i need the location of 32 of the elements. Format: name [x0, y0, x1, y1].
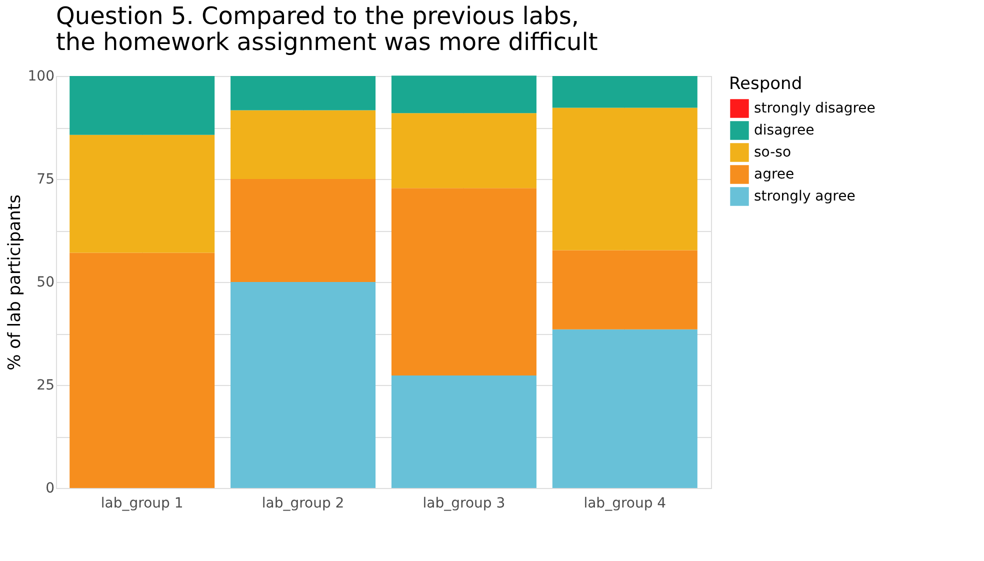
bar [70, 252, 215, 488]
y-tick-label: 75 [36, 172, 54, 188]
bar [70, 134, 215, 253]
bar [552, 108, 698, 250]
bar [552, 76, 698, 108]
legend-title: Respond [729, 74, 802, 94]
legend-label: strongly agree [754, 188, 856, 204]
bar [391, 113, 536, 188]
y-axis-title: % of lab participants [4, 194, 25, 370]
x-tick-label: lab_group 1 [100, 496, 184, 512]
bar [70, 76, 215, 135]
legend-label: strongly disagree [754, 100, 876, 116]
x-tick-label: lab_group 4 [584, 496, 666, 512]
chart-title: Question 5. Compared to the previous labs, the homework assignment was more difficult [56, 2, 598, 56]
bar [230, 110, 376, 179]
legend-label: agree [754, 166, 794, 182]
legend-label: so-so [754, 144, 792, 160]
y-tick-label: 25 [36, 378, 54, 394]
bar [230, 76, 376, 110]
bar [230, 179, 376, 282]
y-tick-label: 0 [46, 480, 54, 496]
x-tick-label: lab_group 2 [262, 496, 344, 512]
bar [230, 282, 376, 488]
bar [391, 376, 536, 488]
legend-label: disagree [754, 122, 814, 138]
y-tick-label: 100 [28, 68, 54, 84]
bar [552, 329, 698, 488]
y-tick-label: 50 [36, 274, 54, 290]
x-tick-label: lab_group 3 [422, 496, 506, 512]
bar [391, 76, 536, 114]
bar [552, 250, 698, 330]
bar [391, 188, 536, 376]
